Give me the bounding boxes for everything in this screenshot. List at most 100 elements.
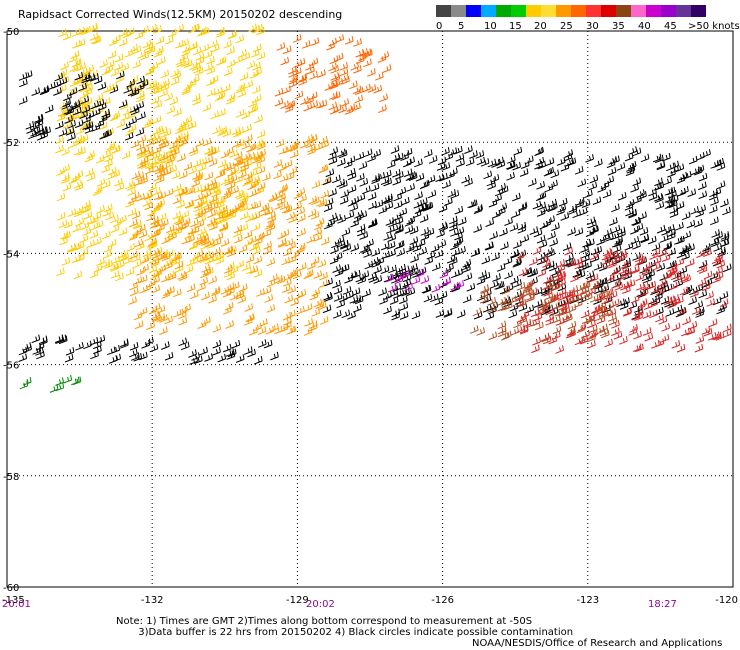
wind-barb [542, 259, 551, 268]
time-label-right: 18:27 [648, 599, 677, 610]
wind-barb [670, 160, 680, 170]
wind-barb [710, 197, 719, 206]
wind-barb [722, 263, 732, 273]
wind-barb [518, 303, 528, 312]
wind-barb [399, 295, 408, 305]
wind-barb [487, 297, 497, 306]
legend-color-bar [436, 5, 736, 17]
wind-barb [157, 264, 167, 273]
wind-barb [513, 290, 522, 299]
wind-barb [247, 235, 257, 245]
wind-barb [315, 100, 325, 109]
wind-barb [362, 83, 371, 93]
wind-barb [411, 310, 421, 320]
wind-barb [530, 308, 540, 318]
wind-barb [62, 182, 72, 192]
wind-barb [610, 298, 620, 308]
wind-barb [36, 132, 46, 141]
wind-barb [350, 62, 359, 71]
wind-barb [314, 142, 323, 151]
wind-barb [632, 217, 642, 226]
wind-barb [93, 185, 103, 194]
wind-barb [442, 180, 451, 189]
wind-barb [64, 219, 73, 229]
wind-barb [137, 134, 147, 144]
wind-barb [424, 256, 434, 265]
wind-barb [126, 243, 136, 252]
wind-barb [651, 340, 660, 349]
wind-barb [330, 245, 339, 254]
wind-barb [194, 67, 204, 76]
wind-barb [178, 306, 187, 316]
wind-barb [426, 250, 436, 260]
legend-label: 5 [458, 21, 465, 32]
wind-barb [607, 167, 617, 176]
wind-barb [311, 196, 320, 206]
wind-barb [54, 72, 64, 82]
wind-barb [511, 209, 521, 218]
wind-barb [279, 173, 289, 183]
wind-barb [118, 38, 128, 47]
wind-barb [324, 197, 334, 207]
wind-barb [378, 287, 387, 297]
wind-barb [574, 257, 583, 266]
wind-barb [340, 98, 350, 107]
wind-barb [365, 238, 374, 248]
wind-barb [610, 267, 619, 277]
wind-barb [84, 153, 94, 163]
wind-barb [294, 291, 303, 300]
wind-barb [722, 329, 732, 338]
wind-barb [553, 269, 562, 279]
wind-barb [464, 145, 473, 154]
wind-barb [256, 26, 265, 36]
wind-barb [163, 287, 172, 297]
wind-barb [328, 151, 337, 161]
wind-barb [212, 324, 222, 333]
wind-barb [332, 279, 341, 289]
wind-barb [644, 332, 654, 342]
wind-barb [296, 306, 305, 315]
wind-barb [409, 263, 418, 272]
legend-swatch [691, 5, 706, 17]
wind-barb [487, 304, 496, 313]
wind-barb [556, 259, 565, 268]
wind-barb [714, 231, 723, 240]
wind-barb [527, 268, 536, 278]
wind-barb [204, 155, 214, 164]
wind-barb [231, 203, 240, 213]
wind-barb [396, 248, 406, 257]
wind-barb [666, 268, 676, 278]
wind-barb [93, 237, 102, 246]
wind-barb [600, 256, 610, 266]
wind-barb [137, 224, 146, 233]
wind-barb [340, 239, 349, 249]
wind-barb [226, 92, 236, 102]
wind-barb [140, 51, 150, 61]
wind-barb [303, 327, 313, 336]
wind-barb [579, 333, 588, 343]
wind-barb [166, 155, 175, 164]
wind-barb [339, 196, 349, 205]
wind-barb [134, 320, 144, 330]
wind-barb [488, 331, 498, 341]
wind-barb [228, 174, 238, 183]
wind-barb [168, 231, 177, 241]
wind-barb [134, 30, 144, 40]
wind-barb [165, 224, 175, 234]
legend-swatch [676, 5, 691, 17]
wind-barb [208, 294, 217, 304]
wind-barb [467, 199, 476, 209]
wind-barb [253, 322, 262, 332]
wind-barb [129, 348, 138, 358]
wind-barb [238, 49, 247, 58]
wind-barb [150, 96, 160, 105]
wind-barb [35, 347, 44, 356]
wind-barb [547, 203, 556, 213]
wind-barb [328, 156, 338, 165]
legend-swatch [661, 5, 676, 17]
wind-barb [146, 212, 155, 222]
wind-barb [562, 242, 572, 251]
wind-barb [61, 164, 70, 173]
wind-barb [94, 220, 104, 229]
wind-barb [545, 280, 555, 290]
